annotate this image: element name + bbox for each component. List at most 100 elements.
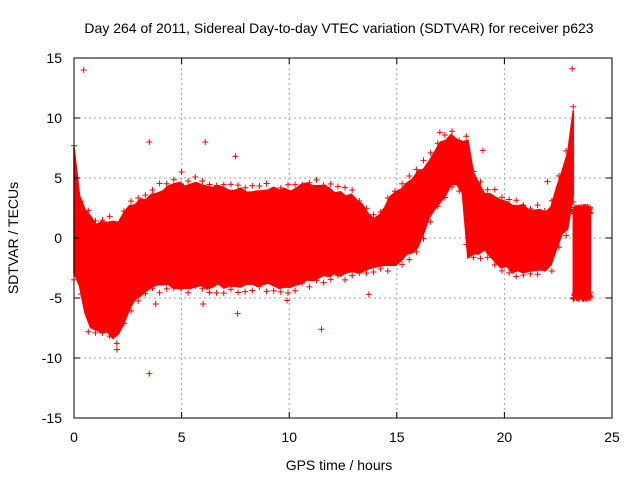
band-edge-marker	[277, 288, 284, 295]
band-edge-marker	[113, 221, 120, 228]
band-edge-marker	[541, 265, 548, 272]
outlier-point	[479, 147, 486, 154]
band-edge-marker	[270, 186, 277, 193]
band-edge-marker	[391, 188, 398, 195]
band-edge-marker	[78, 198, 85, 205]
band-edge-marker	[427, 218, 434, 225]
band-edge-marker	[406, 173, 413, 180]
band-edge-marker	[242, 184, 249, 191]
band-edge-marker	[463, 133, 470, 140]
data-series	[71, 65, 594, 377]
band-edge-marker	[299, 181, 306, 188]
outlier-point	[569, 65, 576, 72]
band-edge-marker	[506, 269, 513, 276]
band-edge-marker	[327, 181, 334, 188]
band-edge-marker	[541, 207, 548, 214]
x-tick-label: 10	[281, 429, 297, 445]
band-edge-marker	[413, 248, 420, 255]
band-edge-marker	[213, 289, 220, 296]
band-edge-marker	[106, 333, 113, 340]
band-edge-marker	[156, 180, 163, 187]
outlier-point	[202, 139, 209, 145]
outlier-point	[114, 346, 121, 353]
chart-title: Day 264 of 2011, Sidereal Day-to-day VTE…	[84, 20, 593, 36]
band-edge-marker	[263, 180, 270, 187]
band-edge-marker	[320, 279, 327, 286]
band-edge-marker	[142, 192, 149, 199]
y-axis-label: SDTVAR / TECUs	[5, 182, 21, 294]
outlier-point	[152, 301, 159, 307]
band-edge-marker	[356, 198, 363, 205]
band-edge-marker	[313, 277, 320, 284]
band-edge-marker	[513, 197, 520, 204]
band-edge-marker	[113, 340, 120, 347]
band-edge-marker	[85, 207, 92, 214]
band-edge-marker	[156, 289, 163, 296]
band-edge-marker	[135, 297, 142, 304]
band-edge-marker	[227, 181, 234, 188]
outlier-point	[365, 291, 372, 298]
band-edge-marker	[420, 157, 427, 164]
band-edge-marker	[342, 276, 349, 283]
band-edge-marker	[163, 285, 170, 292]
band-edge-marker	[555, 172, 562, 179]
band-edge-marker	[299, 280, 306, 287]
band-edge-marker	[399, 261, 406, 268]
band-edge-marker	[270, 287, 277, 294]
x-tick-label: 0	[70, 429, 78, 445]
band-edge-marker	[78, 291, 85, 298]
band-edge-marker	[370, 211, 377, 218]
band-edge-marker	[192, 283, 199, 290]
band-edge-marker	[313, 176, 320, 183]
band-edge-marker	[149, 285, 156, 292]
band-edge-marker	[548, 197, 555, 204]
band-edge-marker	[235, 182, 242, 189]
band-edge-marker	[484, 254, 491, 261]
outlier-point	[178, 169, 185, 175]
band-edge-marker	[520, 202, 527, 209]
band-edge-marker	[441, 194, 448, 201]
band-edge-marker	[192, 173, 199, 180]
band-edge-marker	[185, 289, 192, 296]
band-edge-marker	[534, 202, 541, 209]
band-edge-marker	[342, 184, 349, 191]
band-edge-marker	[120, 208, 127, 215]
band-edge-marker	[391, 259, 398, 266]
band-edge-marker	[491, 186, 498, 193]
band-edge-marker	[470, 254, 477, 261]
band-edge-marker	[235, 289, 242, 296]
band-edge-marker	[434, 140, 441, 147]
band-edge-marker	[449, 184, 456, 191]
band-edge-marker	[327, 276, 334, 283]
band-edge-marker	[142, 290, 149, 297]
x-tick-label: 5	[178, 429, 186, 445]
y-tick-label: 5	[54, 170, 62, 186]
band-edge-marker	[356, 270, 363, 277]
tail-data-band	[572, 210, 592, 298]
band-edge-marker	[384, 195, 391, 202]
band-edge-marker	[92, 329, 99, 336]
band-edge-marker	[349, 187, 356, 194]
band-edge-marker	[456, 137, 463, 144]
band-edge-marker	[349, 272, 356, 279]
band-edge-marker	[477, 178, 484, 185]
band-edge-marker	[149, 187, 156, 193]
outlier-point	[232, 153, 239, 160]
band-edge-marker	[106, 213, 113, 220]
outlier-point	[318, 326, 325, 333]
band-edge-marker	[449, 128, 456, 135]
band-edge-marker	[520, 272, 527, 279]
x-tick-label: 25	[604, 429, 620, 445]
band-edge-marker	[406, 256, 413, 263]
band-edge-marker	[456, 188, 463, 195]
band-edge-marker	[128, 198, 135, 205]
band-edge-marker	[570, 198, 577, 205]
y-tick-label: 10	[46, 110, 62, 126]
band-edge-marker	[135, 195, 142, 202]
band-edge-marker	[306, 283, 313, 290]
band-edge-marker	[434, 203, 441, 210]
band-edge-marker	[249, 287, 256, 294]
band-edge-marker	[292, 287, 299, 294]
band-edge-marker	[306, 179, 313, 186]
band-edge-marker	[463, 241, 470, 248]
